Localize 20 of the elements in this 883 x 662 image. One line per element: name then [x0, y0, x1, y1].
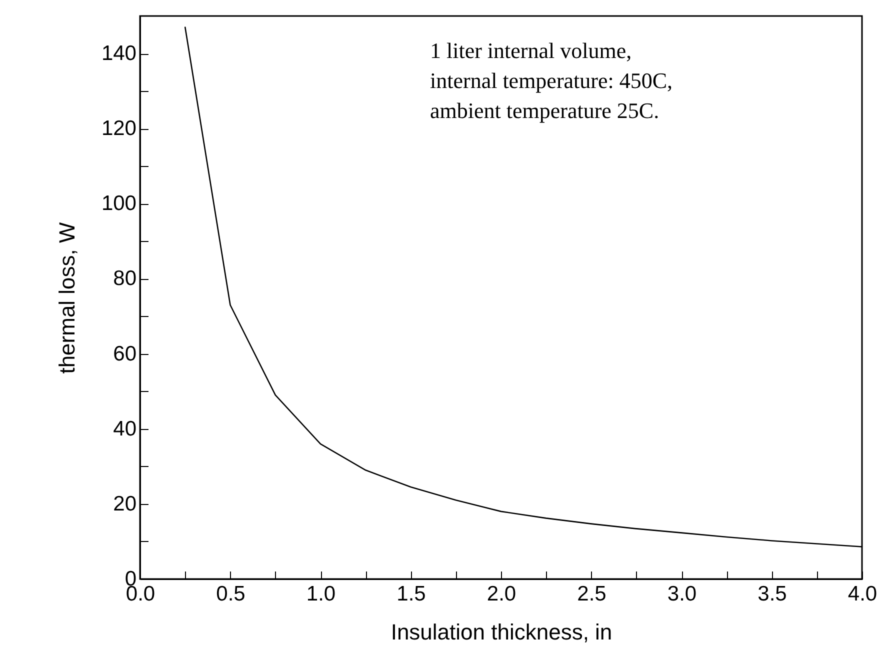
y-tick-label: 20 [113, 492, 136, 516]
annotation: internal temperature: 450C, [430, 68, 673, 93]
x-tick-label: 3.5 [758, 582, 787, 606]
y-tick-label: 40 [113, 417, 136, 440]
x-tick-label: 2.5 [577, 582, 606, 606]
y-tick-label: 80 [113, 267, 136, 290]
x-tick-label: 1.5 [396, 582, 426, 606]
y-tick-label: 100 [101, 192, 136, 216]
x-tick-label: 3.0 [667, 582, 697, 606]
annotation: 1 liter internal volume, [430, 38, 632, 63]
x-tick-label: 4.0 [848, 582, 878, 606]
x-tick-label: 1.0 [306, 582, 336, 606]
annotation: ambient temperature 25C. [430, 98, 660, 123]
y-tick-label: 120 [101, 117, 136, 140]
y-axis-title: thermal loss, W [54, 222, 80, 374]
x-tick-label: 2.0 [486, 582, 516, 606]
x-axis-title: Insulation thickness, in [390, 620, 612, 644]
y-tick-label: 60 [113, 342, 136, 366]
y-tick-label: 140 [101, 42, 136, 66]
x-tick-label: 0.5 [216, 582, 246, 606]
